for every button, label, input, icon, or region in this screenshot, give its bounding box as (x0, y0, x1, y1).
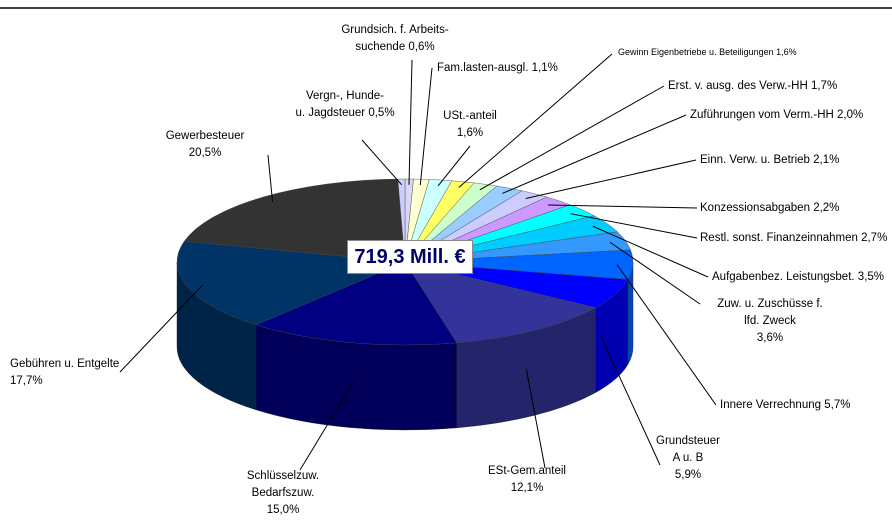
leader-line (437, 145, 471, 187)
leaders (119, 53, 717, 471)
leader-line (609, 241, 701, 305)
category-name: Gewerbesteuer (165, 130, 245, 142)
value-label: 1,6% (776, 47, 797, 57)
slice-label: USt.-anteil 1,6% (443, 108, 497, 142)
slice-label: Zuw. u. Zuschüsse f. lfd. Zweck 3,6% (709, 296, 831, 347)
slice-label: Grundsich. f. Arbeits- suchende 0,6% (341, 22, 448, 56)
slice-label: Fam.lasten-ausgl. 1,1% (437, 60, 558, 77)
value-label: 2,7% (861, 232, 888, 244)
slice-label: Gewerbesteuer 20,5% (166, 128, 245, 162)
value-label: 0,6% (408, 41, 435, 53)
category-name: Konzessionsabgaben (700, 202, 810, 214)
leader-line (119, 284, 203, 373)
slice-label: Gebühren u. Entgelte 17,7% (10, 356, 119, 390)
leader-line (361, 139, 403, 186)
category-name: Zuw. u. Zuschüsse f. lfd. Zweck (717, 298, 823, 327)
value-label: 3,5% (857, 271, 885, 283)
value-label: 17,7% (10, 375, 43, 387)
category-name: Einn. Verw. u. Betrieb (700, 154, 810, 166)
leader-line (525, 159, 697, 200)
category-name: Schlüsselzuw. Bedarfszuw. (246, 470, 320, 499)
leader-line (408, 59, 413, 185)
value-label: 1,6% (456, 127, 484, 139)
leader-line (458, 53, 613, 188)
slice-label: Grundsteuer A u. B 5,9% (656, 433, 720, 484)
value-label: 2,0% (837, 109, 864, 121)
category-name: Grundsteuer A u. B (656, 435, 720, 464)
center-label: 719,3 Mill. € (347, 240, 473, 274)
category-name: ESt-Gem.anteil (488, 465, 566, 477)
value-label: 0,5% (368, 107, 395, 119)
slice-label: Gewinn Eigenbetriebe u. Beteiligungen 1,… (618, 44, 797, 61)
value-label: 3,6% (756, 332, 784, 344)
slice (404, 261, 596, 344)
slice-label: Aufgabenbez. Leistungsbet. 3,5% (712, 269, 884, 286)
value-label: 2,2% (813, 202, 840, 214)
value-label: 12,1% (510, 482, 544, 494)
leader-line (592, 225, 709, 278)
slice-label: Erst. v. ausg. des Verw.-HH 1,7% (668, 78, 837, 95)
category-name: Aufgabenbez. Leistungsbet. (712, 271, 855, 283)
value-label: 1,1% (531, 62, 558, 74)
leader-line (267, 154, 274, 202)
leader-line (600, 335, 661, 466)
category-name: Gewinn Eigenbetriebe u. Beteiligungen (618, 47, 774, 57)
slice-label: Konzessionsabgaben 2,2% (700, 200, 839, 217)
leader-line (570, 213, 698, 239)
value-label: 20,5% (188, 147, 222, 159)
category-name: Vergn-, Hunde- u. Jagdsteuer (295, 90, 384, 119)
leader-line (479, 85, 665, 191)
category-name: Fam.lasten-ausgl. (437, 62, 529, 74)
value-label: 2,1% (813, 154, 840, 166)
category-name: USt.-anteil (443, 110, 497, 122)
value-label: 5,7% (824, 399, 851, 411)
slice-label: Innere Verrechnung 5,7% (720, 397, 850, 414)
slice-label: Schlüsselzuw. Bedarfszuw. 15,0% (247, 468, 319, 519)
value-label: 5,9% (674, 469, 702, 481)
slice-label: Vergn-, Hunde- u. Jagdsteuer 0,5% (295, 88, 394, 122)
category-name: Restl. sonst. Finanzeinnahmen (700, 232, 858, 244)
slice-label: Zuführungen vom Verm.-HH 2,0% (690, 107, 863, 124)
leader-line (419, 67, 433, 186)
slice-label: Einn. Verw. u. Betrieb 2,1% (700, 152, 839, 169)
pie-sides (176, 261, 634, 431)
leader-line (502, 114, 687, 194)
category-name: Zuführungen vom Verm.-HH (690, 109, 834, 121)
category-name: Innere Verrechnung (720, 399, 822, 411)
category-name: Erst. v. ausg. des Verw.-HH (668, 80, 808, 92)
value-label: 15,0% (266, 504, 300, 516)
leader-line (299, 380, 355, 471)
slice (255, 261, 458, 346)
category-name: Grundsich. f. Arbeits- suchende (341, 24, 449, 53)
value-label: 1,7% (810, 80, 838, 92)
leader-line (616, 264, 717, 406)
leader-line (548, 204, 698, 209)
slice-label: ESt-Gem.anteil 12,1% (488, 463, 566, 497)
category-name: Gebühren u. Entgelte (10, 358, 120, 370)
leader-line (525, 368, 546, 469)
slice-label: Restl. sonst. Finanzeinnahmen 2,7% (700, 230, 887, 247)
